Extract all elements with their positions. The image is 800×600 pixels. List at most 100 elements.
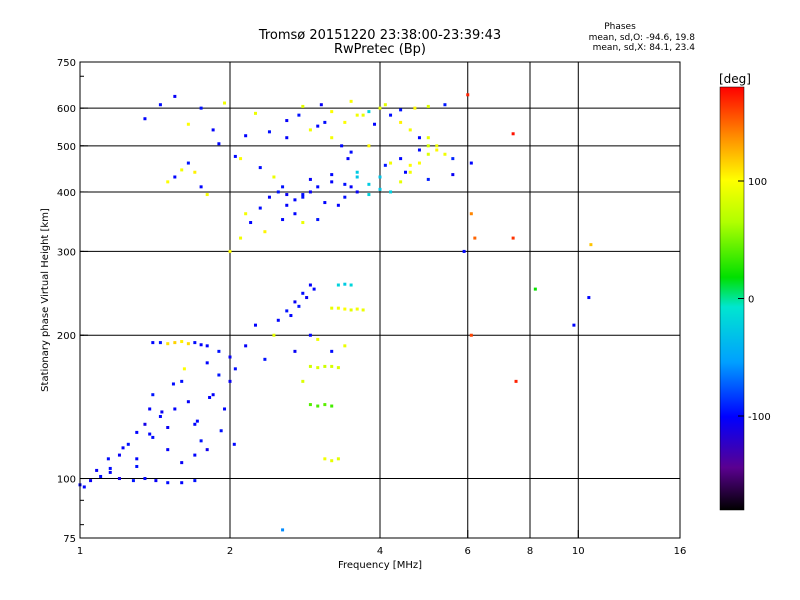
data-point [205, 193, 209, 197]
data-point [173, 175, 177, 179]
data-point [199, 439, 203, 443]
data-point [219, 429, 223, 433]
data-point [469, 161, 473, 165]
data-point [281, 185, 285, 189]
data-point [151, 341, 155, 345]
data-point [106, 457, 110, 461]
data-point [217, 373, 221, 377]
data-point [378, 187, 382, 191]
data-point [336, 306, 340, 310]
data-point [193, 479, 197, 483]
data-point [336, 366, 340, 370]
data-point [343, 182, 347, 186]
data-point [193, 453, 197, 457]
data-point [173, 341, 177, 345]
data-point [511, 132, 515, 136]
data-point [383, 163, 387, 167]
data-point [148, 407, 152, 411]
data-point [233, 154, 237, 158]
data-point [399, 120, 403, 124]
data-point [193, 170, 197, 174]
data-point [435, 144, 439, 148]
data-point [297, 304, 301, 308]
data-point [301, 193, 305, 197]
data-point [82, 485, 86, 489]
data-point [330, 136, 334, 140]
data-point [211, 128, 215, 132]
data-point [403, 170, 407, 174]
data-point [443, 152, 447, 156]
data-point [367, 110, 371, 114]
data-point [301, 221, 305, 225]
data-point [330, 110, 334, 114]
data-point [173, 407, 177, 411]
data-point [426, 177, 430, 181]
data-point [533, 287, 537, 291]
data-point [99, 474, 103, 478]
data-point [355, 113, 359, 117]
data-point [193, 341, 197, 345]
x-tick-label: 16 [674, 546, 687, 557]
data-point [389, 161, 393, 165]
data-point [383, 103, 387, 107]
data-point [293, 198, 297, 202]
data-point [285, 119, 289, 123]
x-ticks: 1 2 4 6 8 10 16 [77, 530, 687, 557]
data-point [217, 142, 221, 146]
data-point [281, 528, 285, 532]
data-point [166, 180, 170, 184]
data-point [258, 166, 262, 170]
data-point [587, 296, 591, 300]
stats-x-mode: mean, sd,X: 84.1, 23.4 [592, 43, 695, 53]
x-tick-label: 8 [527, 546, 533, 557]
data-point [451, 173, 455, 177]
y-tick-label: 400 [57, 188, 76, 199]
data-point [589, 243, 593, 247]
data-point [117, 453, 121, 457]
data-point [285, 309, 289, 313]
data-point [408, 163, 412, 167]
data-point [323, 120, 327, 124]
data-point [469, 212, 473, 216]
data-point [511, 236, 515, 240]
data-point [232, 442, 236, 446]
data-point [166, 425, 170, 429]
data-point [308, 364, 312, 368]
data-point [408, 128, 412, 132]
data-point [355, 190, 359, 194]
data-point [223, 407, 227, 411]
data-point [281, 218, 285, 222]
data-point [308, 177, 312, 181]
x-tick-label: 1 [77, 546, 83, 557]
colorbar-tick-label: 100 [748, 177, 767, 188]
data-point [308, 283, 312, 287]
data-point [378, 175, 382, 179]
data-point [160, 410, 164, 414]
data-point [343, 307, 347, 311]
y-axis-label: Stationary phase Virtual Height [km] [40, 208, 51, 392]
data-point [244, 212, 248, 216]
data-point [343, 120, 347, 124]
data-point [355, 170, 359, 174]
data-point [308, 333, 312, 337]
data-point [408, 170, 412, 174]
data-point [413, 106, 417, 110]
data-point [244, 344, 248, 348]
data-point [355, 307, 359, 311]
data-point [316, 404, 320, 408]
data-point [186, 161, 190, 165]
data-point [343, 344, 347, 348]
data-point [272, 333, 276, 337]
data-point [340, 144, 344, 148]
x-tick-label: 6 [465, 546, 471, 557]
data-point [293, 300, 297, 304]
data-point [258, 206, 262, 210]
data-point [349, 99, 353, 103]
data-point [195, 419, 199, 423]
y-ticks: 75 100 200 300 400 500 600 750 [57, 58, 88, 545]
data-point [330, 180, 334, 184]
data-point [361, 113, 365, 117]
data-point [253, 323, 257, 327]
